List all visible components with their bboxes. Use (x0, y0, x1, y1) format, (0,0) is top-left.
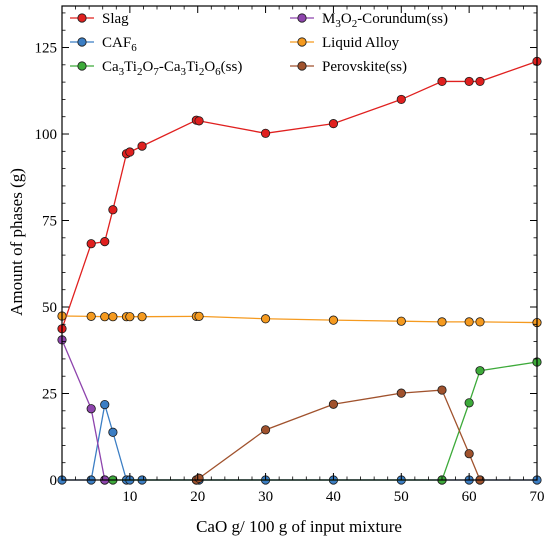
legend-label-4: Liquid Alloy (322, 35, 400, 51)
data-point-1-3 (108, 427, 118, 437)
y-axis-label: Amount of phases (g) (7, 168, 26, 316)
legend-marker-4 (297, 37, 307, 47)
data-point-2-4 (475, 366, 485, 376)
data-point-0-10 (328, 119, 339, 129)
x-axis-label: CaO g/ 100 g of input mixture (196, 517, 402, 536)
data-point-0-14 (475, 76, 485, 87)
data-point-4-8 (194, 311, 204, 321)
x-tick-label-3: 40 (326, 489, 341, 505)
series-line-1 (62, 404, 537, 481)
data-point-3-1 (86, 404, 96, 414)
data-point-5-4 (396, 388, 406, 398)
legend-marker-5 (297, 61, 307, 71)
data-point-0-8 (194, 116, 204, 126)
series-5 (191, 385, 485, 485)
data-point-2-3 (464, 398, 474, 408)
data-point-4-11 (396, 316, 406, 326)
legend-label-5: Perovskite(ss) (322, 59, 407, 75)
legend-marker-1 (77, 37, 87, 47)
series-line-5 (196, 389, 481, 481)
data-point-0-13 (464, 76, 474, 87)
legend-marker-2 (77, 61, 87, 71)
x-tick-label-2: 30 (258, 489, 273, 505)
x-tick-label-1: 20 (190, 489, 205, 505)
legend-marker-3 (297, 13, 307, 23)
x-tick-label-6: 70 (530, 489, 545, 505)
legend-label-0: Slag (102, 11, 129, 27)
data-point-0-5 (125, 147, 135, 157)
data-point-0-1 (86, 239, 96, 249)
x-tick-label-5: 60 (462, 489, 477, 505)
legend-item-3: M3O2-Corundum(ss) (290, 11, 448, 30)
series-layer (57, 56, 542, 485)
data-point-4-12 (437, 317, 447, 327)
x-tick-label-4: 50 (394, 489, 409, 505)
data-point-0-12 (437, 76, 447, 87)
series-3 (57, 335, 110, 485)
data-point-0-3 (108, 205, 118, 215)
data-point-4-13 (464, 317, 474, 327)
y-tick-label-5: 125 (35, 41, 58, 57)
series-0 (57, 56, 542, 334)
series-4 (57, 311, 542, 328)
data-point-0-6 (137, 141, 147, 151)
data-point-4-10 (328, 315, 339, 325)
series-2 (100, 357, 542, 485)
data-point-4-5 (125, 312, 135, 322)
data-point-0-2 (100, 237, 110, 247)
data-point-4-2 (100, 312, 110, 322)
data-point-4-1 (86, 311, 96, 321)
legend-layer: Slag CAF6 Ca3Ti2O7-Ca3Ti2O6(ss) M3O2-Corund… (70, 11, 448, 78)
legend-item-0: Slag (70, 11, 129, 27)
axes-layer: 10 20 30 40 50 60 70 0 25 50 75 100 125 (35, 5, 545, 505)
legend-marker-0 (77, 13, 87, 23)
legend-item-1: CAF6 (70, 35, 137, 54)
x-tick-label-0: 10 (122, 489, 137, 505)
data-point-4-9 (260, 314, 271, 324)
data-point-4-3 (108, 312, 118, 322)
data-point-5-1 (194, 473, 204, 483)
series-line-3 (61, 339, 106, 481)
data-point-1-2 (100, 399, 110, 410)
data-point-5-2 (260, 425, 271, 435)
legend-item-4: Liquid Alloy (290, 35, 400, 51)
data-point-0-9 (260, 128, 271, 138)
series-1 (57, 399, 542, 485)
plot-frame (61, 5, 538, 481)
y-tick-label-2: 50 (42, 300, 57, 316)
data-point-4-14 (475, 317, 485, 327)
legend-item-2: Ca3Ti2O7-Ca3Ti2O6(ss) (70, 59, 242, 78)
y-tick-label-1: 25 (42, 387, 57, 403)
legend-label-1: CAF6 (102, 35, 137, 54)
series-line-0 (61, 60, 538, 330)
y-tick-label-3: 75 (42, 214, 57, 230)
data-point-5-6 (464, 449, 474, 459)
legend-label-2: Ca3Ti2O7-Ca3Ti2O6(ss) (102, 59, 242, 78)
data-point-5-5 (437, 385, 447, 395)
legend-label-3: M3O2-Corundum(ss) (322, 11, 448, 30)
data-point-0-11 (396, 94, 406, 105)
y-tick-label-4: 100 (35, 127, 58, 143)
data-point-4-6 (137, 312, 147, 322)
y-tick-label-0: 0 (50, 473, 58, 489)
legend-item-5: Perovskite(ss) (290, 59, 407, 75)
data-point-5-3 (328, 399, 339, 409)
